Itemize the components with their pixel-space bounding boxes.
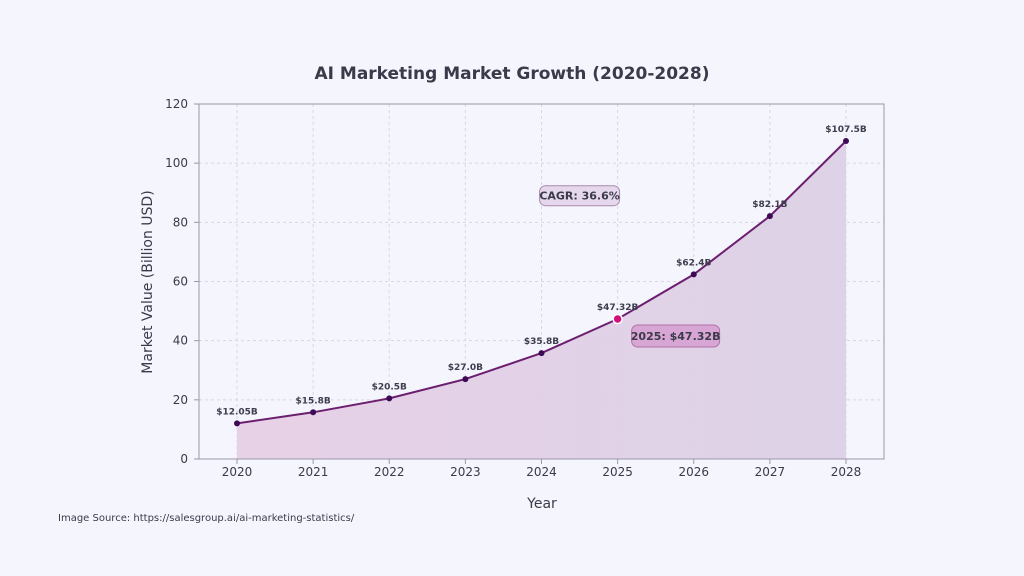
x-tick-label: 2021 (298, 465, 329, 479)
y-axis: 0 20 40 60 80 100 120 (165, 97, 199, 466)
data-label: $15.8B (295, 396, 330, 406)
image-source-caption: Image Source: https://salesgroup.ai/ai-m… (58, 513, 355, 524)
data-point (310, 409, 317, 416)
x-tick-label: 2020 (222, 465, 253, 479)
x-tick-label: 2027 (755, 465, 786, 479)
y-axis-label: Market Value (Billion USD) (140, 190, 156, 373)
data-label: $62.4B (676, 258, 711, 268)
y-tick-label: 20 (173, 393, 188, 407)
data-label: $27.0B (448, 363, 483, 373)
x-axis: 2020 2021 2022 2023 2024 2025 2026 2027 2028 (222, 459, 862, 479)
x-tick-label: 2028 (831, 465, 862, 479)
x-axis-label: Year (526, 496, 557, 512)
highlight-point (612, 313, 623, 325)
x-tick-label: 2026 (678, 465, 709, 479)
annotations: CAGR: 36.6% 2025: $47.32B (539, 185, 721, 348)
y-tick-label: 0 (180, 452, 188, 466)
data-point (538, 350, 545, 357)
highlight-annotation-box (631, 324, 721, 348)
y-tick-label: 120 (165, 97, 188, 111)
data-point (462, 376, 469, 383)
y-tick-label: 100 (165, 156, 188, 170)
data-point (690, 271, 697, 278)
x-tick-label: 2023 (450, 465, 481, 479)
y-tick-label: 40 (173, 334, 188, 348)
y-tick-label: 60 (173, 275, 188, 289)
cagr-annotation-text: CAGR: 36.6% (539, 190, 619, 203)
data-point (386, 395, 393, 402)
area-fill (237, 141, 846, 459)
highlight-annotation-text: 2025: $47.32B (631, 330, 721, 343)
cagr-annotation: CAGR: 36.6% (539, 185, 621, 207)
data-label: $12.05B (216, 407, 258, 417)
data-label: $35.8B (524, 337, 559, 347)
data-point (766, 213, 773, 220)
chart-title: AI Marketing Market Growth (2020-2028) (315, 64, 710, 84)
data-point (843, 137, 849, 144)
data-labels: $12.05B $15.8B $20.5B $27.0B $35.8B $47.32B $6… (216, 125, 867, 417)
x-tick-label: 2022 (374, 465, 405, 479)
x-tick-label: 2025 (602, 465, 633, 479)
y-tick-label: 80 (173, 215, 188, 229)
highlight-annotation: 2025: $47.32B (631, 324, 721, 348)
data-points (234, 137, 849, 427)
data-label: $107.5B (825, 125, 867, 135)
cagr-annotation-box (539, 185, 621, 207)
data-label: $47.32B (597, 303, 639, 313)
data-label: $20.5B (372, 382, 407, 392)
data-label: $82.1B (752, 200, 787, 210)
x-tick-label: 2024 (526, 465, 557, 479)
data-point (234, 420, 240, 427)
